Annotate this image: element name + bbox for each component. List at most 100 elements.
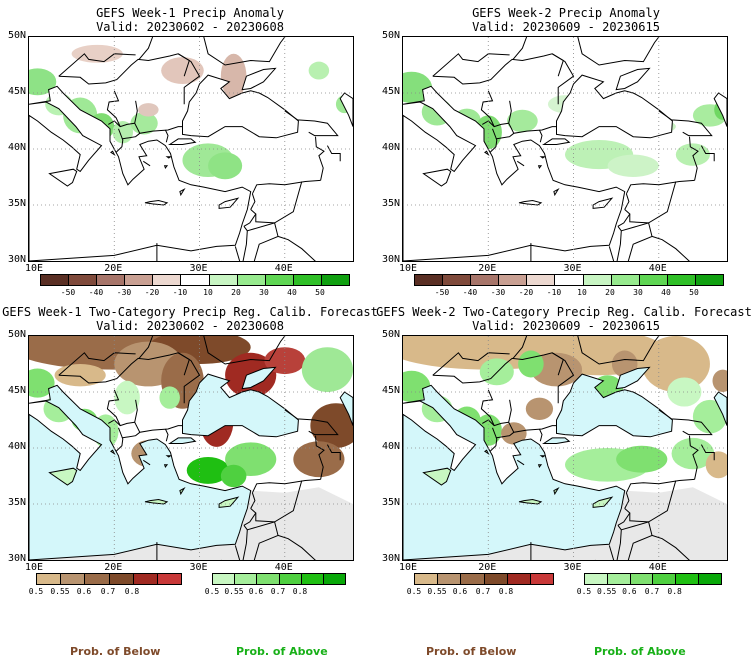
colorbar-swatch <box>125 275 154 285</box>
country-border <box>242 524 248 560</box>
country-border <box>625 478 695 494</box>
precip-shading <box>114 380 140 415</box>
longitude-label: 10E <box>24 562 44 573</box>
island <box>163 165 169 170</box>
country-border <box>326 444 341 461</box>
precip-shading <box>671 437 715 470</box>
latitude-label: 35N <box>381 497 400 508</box>
longitude-label: 30E <box>189 562 208 573</box>
latitude-label: 50N <box>381 30 400 41</box>
colorbar-swatch <box>415 275 444 285</box>
azov-sea <box>615 67 651 91</box>
longitude-label: 20E <box>104 562 123 573</box>
precip-shading <box>501 422 527 445</box>
island <box>218 496 240 508</box>
country-border <box>203 37 286 66</box>
island <box>179 486 186 496</box>
country-border <box>577 336 660 365</box>
colorbar-label: 0.55 <box>597 587 617 596</box>
country-border <box>512 336 528 359</box>
longitude-label: 10E <box>24 263 44 274</box>
colorbar-swatch <box>583 275 612 285</box>
island <box>484 449 490 456</box>
country-border <box>432 53 575 105</box>
colorbar-label: -10 <box>546 288 562 297</box>
colorbar-swatch <box>499 275 528 285</box>
longitude-label: 30E <box>189 263 208 274</box>
caspian-sea <box>339 92 353 127</box>
country-border <box>315 136 325 181</box>
longitude-label: 20E <box>104 263 123 274</box>
grey-land-region <box>403 487 727 560</box>
marmara-sea <box>168 138 197 145</box>
colorbar-swatch <box>438 574 462 584</box>
country-border <box>658 409 713 436</box>
country-border <box>277 235 316 261</box>
island <box>144 199 169 206</box>
country-border <box>58 352 136 376</box>
precip-shading <box>220 53 247 99</box>
latitude-label: 50N <box>7 329 26 340</box>
colorbar-label: -20 <box>518 288 534 297</box>
country-border <box>625 179 695 195</box>
island <box>110 449 116 456</box>
colorbar-swatch <box>181 275 210 285</box>
precip-shading <box>712 369 727 392</box>
country-border <box>495 132 515 140</box>
colorbar-swatch <box>69 275 98 285</box>
country-border <box>58 53 201 105</box>
colorbar-swatch <box>321 275 350 285</box>
colorbar-swatch <box>607 574 631 584</box>
colorbar-swatch <box>41 275 70 285</box>
island <box>518 498 543 505</box>
map-canvas <box>403 336 727 560</box>
longitude-label: 40E <box>274 562 293 573</box>
prob-above-colorbar <box>584 573 722 585</box>
colorbar-label: 30 <box>633 288 643 297</box>
panel-valid-dates: Valid: 20230609 - 20230615 <box>472 20 660 34</box>
colorbar-label: 0.5 <box>204 587 220 596</box>
colorbar-swatch <box>213 574 236 584</box>
longitude-label: 20E <box>478 263 497 274</box>
colorbar-swatch <box>157 574 182 584</box>
country-border <box>251 179 321 195</box>
map-week2-anomaly <box>402 36 728 262</box>
precip-shading <box>308 61 330 80</box>
country-border <box>177 352 190 376</box>
island <box>163 464 169 469</box>
country-border <box>551 53 564 77</box>
island <box>537 165 543 170</box>
panel-valid-dates: Valid: 20230602 - 20230608 <box>96 20 284 34</box>
colorbar-swatch <box>109 574 134 584</box>
country-border <box>512 37 528 60</box>
precip-shading <box>507 109 538 133</box>
country-border <box>432 53 510 77</box>
black-sea <box>556 373 673 438</box>
precip-shading <box>293 441 345 478</box>
precip-shading <box>641 336 710 392</box>
azov-sea <box>615 366 651 390</box>
prob-above-label: Prob. of Above <box>594 645 686 658</box>
colorbar-swatch <box>257 574 280 584</box>
country-border <box>617 209 631 227</box>
island <box>143 459 151 466</box>
colorbar-label: 40 <box>661 288 671 297</box>
island <box>518 199 543 206</box>
precip-shading <box>705 451 727 479</box>
island <box>179 187 186 197</box>
country-border <box>134 100 183 134</box>
country-border <box>164 428 169 442</box>
map-canvas <box>29 37 353 261</box>
country-border <box>243 508 257 526</box>
colorbar-swatch <box>235 574 258 584</box>
colorbar-label: 0.7 <box>644 587 660 596</box>
colorbar-swatch <box>530 574 554 584</box>
colorbar-label: 0.8 <box>292 587 308 596</box>
latitude-label: 30N <box>381 254 400 265</box>
panel-title: GEFS Week-1 Two-Category Precip Reg. Cal… <box>2 305 378 319</box>
precip-shading <box>208 152 243 180</box>
precip-shading <box>29 68 57 96</box>
colorbar-swatch <box>85 574 110 584</box>
colorbar-swatch <box>37 574 62 584</box>
precip-shading <box>525 397 554 420</box>
